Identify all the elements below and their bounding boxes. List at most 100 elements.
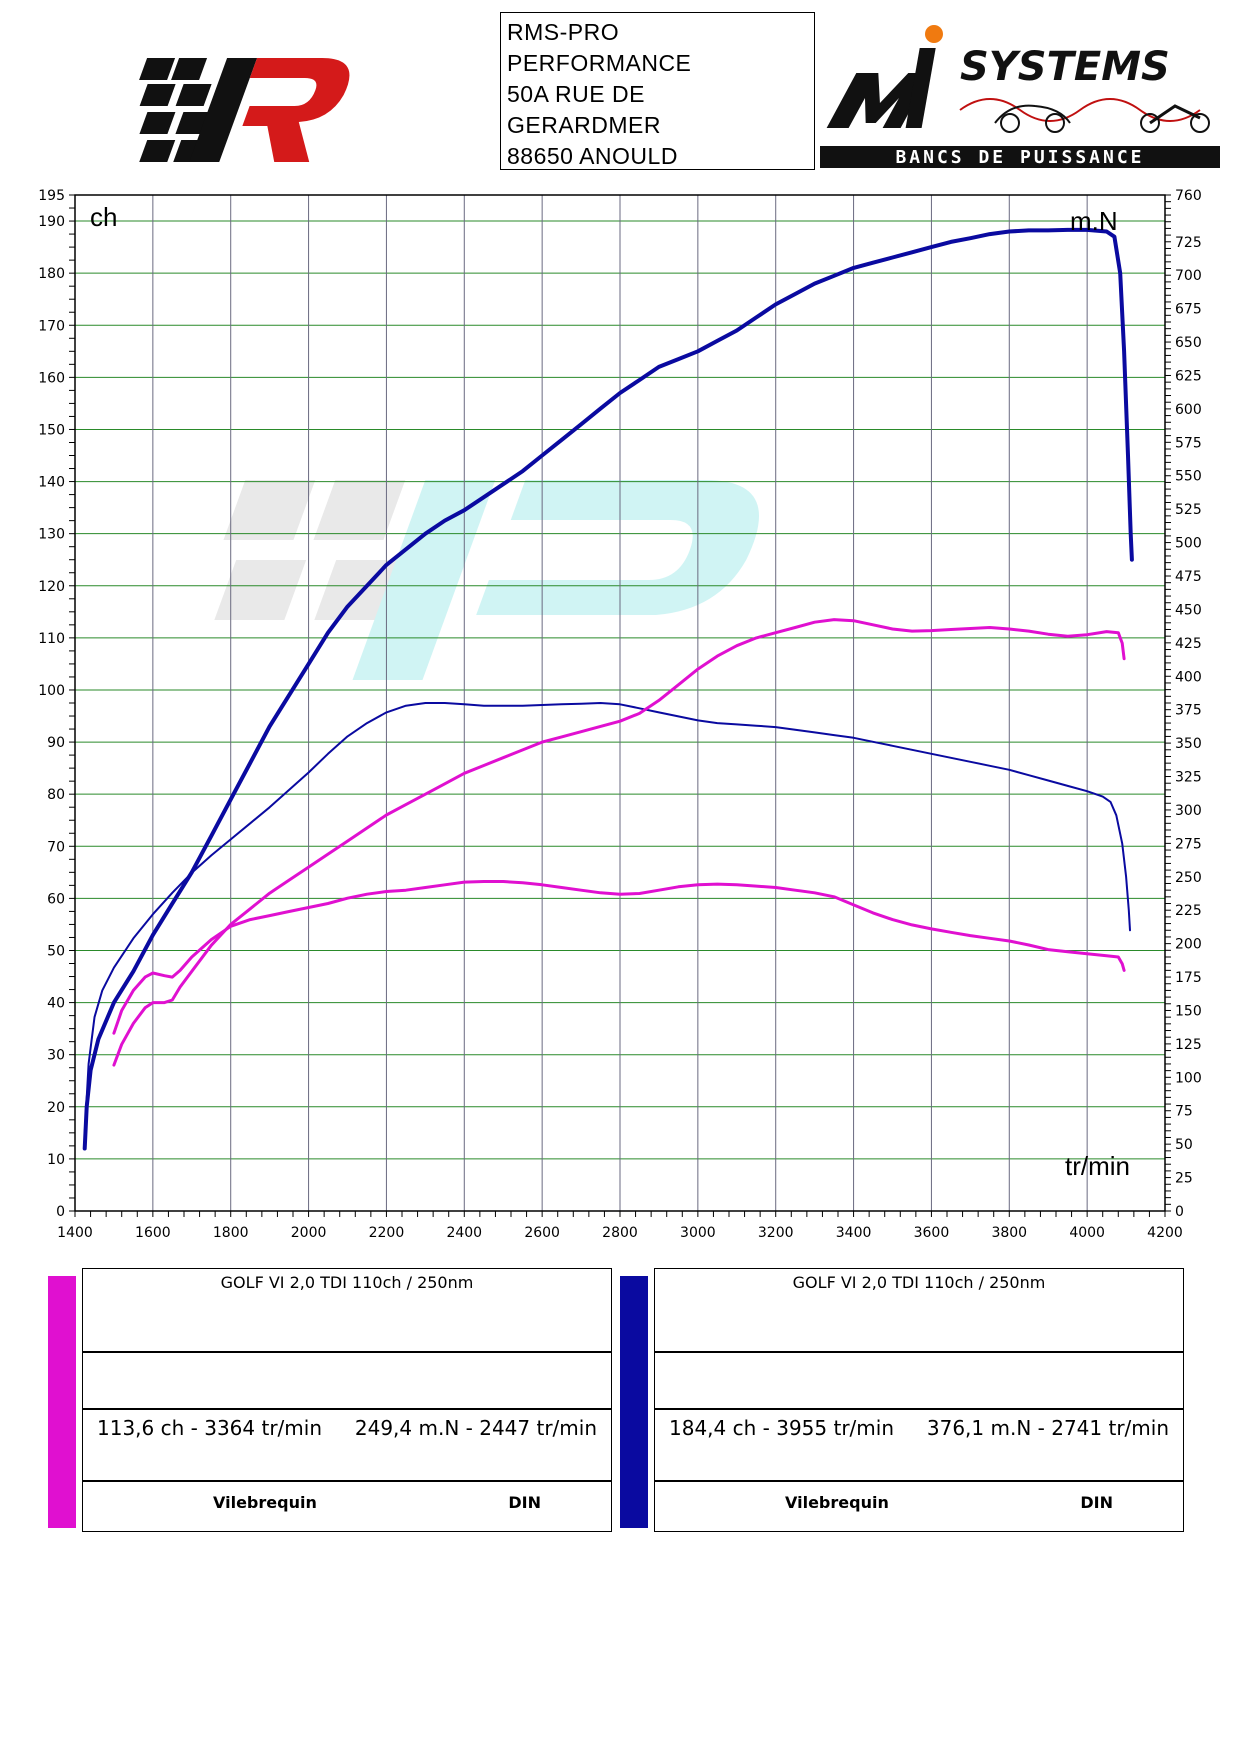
y-right-tick-label: 250 — [1175, 870, 1202, 886]
y-right-tick-label: 425 — [1175, 636, 1202, 652]
address-line: 88650 ANOULD — [507, 143, 678, 169]
x-tick-label: 2000 — [291, 1225, 327, 1241]
y-right-tick-label: 450 — [1175, 602, 1202, 618]
y-right-tick-label: 550 — [1175, 469, 1202, 485]
x-tick-label: 2400 — [446, 1225, 482, 1241]
legend-peak-torque: 376,1 m.N - 2741 tr/min — [926, 1416, 1169, 1440]
y-right-tick-label: 650 — [1175, 335, 1202, 351]
y-left-tick-label: 120 — [38, 579, 65, 595]
x-tick-label: 2200 — [369, 1225, 405, 1241]
y-right-tick-label: 600 — [1175, 402, 1202, 418]
y-right-tick-label: 725 — [1175, 235, 1202, 251]
x-tick-label: 2800 — [602, 1225, 638, 1241]
logo-bancs-text: BANCS DE PUISSANCE — [895, 147, 1144, 168]
y-right-tick-label: 350 — [1175, 736, 1202, 752]
legend-run-2: GOLF VI 2,0 TDI 110ch / 250nm 184,4 ch -… — [620, 1268, 1188, 1532]
y-right-tick-label: 375 — [1175, 703, 1202, 719]
legend-mode-din: DIN — [1080, 1493, 1113, 1512]
mi-systems-logo: SYSTEMS BANCS DE PUISSANCE — [820, 25, 1220, 168]
x-tick-label: 3400 — [836, 1225, 872, 1241]
y-left-tick-label: 150 — [38, 422, 65, 438]
legend-mode-vilebrequin: Vilebrequin — [785, 1493, 889, 1512]
y-left-tick-label: 180 — [38, 266, 65, 282]
y-left-tick-label: 100 — [38, 683, 65, 699]
y-right-tick-label: 300 — [1175, 803, 1202, 819]
y-left-tick-label: 30 — [47, 1048, 65, 1064]
legend-row — [655, 1353, 1183, 1410]
legend-row — [655, 1410, 1183, 1482]
y-right-tick-label: 275 — [1175, 836, 1202, 852]
y-right-tick-label: 575 — [1175, 435, 1202, 451]
x-tick-label: 3200 — [758, 1225, 794, 1241]
dyno-chart: 1400 1600 1800 2000 2200 2400 2600 2800 3000 3200… — [38, 188, 1201, 1241]
y-left-tick-label: 110 — [38, 631, 65, 647]
y-left-tick-label: 130 — [38, 527, 65, 543]
y-left-tick-label: 160 — [38, 370, 65, 386]
legend-swatch — [48, 1276, 76, 1528]
legend-row — [83, 1269, 611, 1353]
x-tick-label: 1800 — [213, 1225, 249, 1241]
y-right-tick-label: 125 — [1175, 1037, 1202, 1053]
dealer-address: RMS-PRO PERFORMANCE 50A RUE DE GERARDMER… — [500, 12, 815, 170]
legend-row — [83, 1353, 611, 1410]
y-right-axis-label: m.N — [1070, 206, 1118, 236]
y-right-tick-label: 400 — [1175, 669, 1202, 685]
y-right-tick-label: 500 — [1175, 536, 1202, 552]
legend-title: GOLF VI 2,0 TDI 110ch / 250nm — [792, 1273, 1046, 1292]
y-left-tick-label: 40 — [47, 996, 65, 1012]
y-left-tick-label: 195 — [38, 188, 65, 204]
legend-panel: GOLF VI 2,0 TDI 110ch / 250nm 113,6 ch -… — [82, 1268, 612, 1532]
chart-axes: 1400 1600 1800 2000 2200 2400 2600 2800 3000 3200… — [38, 188, 1201, 1241]
y-right-tick-label: 200 — [1175, 937, 1202, 953]
legend-row — [655, 1269, 1183, 1353]
y-left-tick-label: 70 — [47, 839, 65, 855]
x-tick-label: 1600 — [135, 1225, 171, 1241]
address-line: 50A RUE DE — [507, 81, 645, 107]
legend-run-1: GOLF VI 2,0 TDI 110ch / 250nm 113,6 ch -… — [48, 1268, 616, 1532]
y-left-tick-label: 0 — [56, 1204, 65, 1220]
watermark-logo — [214, 480, 760, 680]
x-tick-label: 4200 — [1147, 1225, 1183, 1241]
series-line-4 — [112, 880, 1126, 1035]
legend-panel: GOLF VI 2,0 TDI 110ch / 250nm 184,4 ch -… — [654, 1268, 1184, 1532]
x-axis-label: tr/min — [1065, 1151, 1130, 1181]
legend-swatch — [620, 1276, 648, 1528]
y-right-tick-label: 25 — [1175, 1171, 1193, 1187]
x-tick-label: 1400 — [57, 1225, 93, 1241]
series-line-2 — [83, 702, 1131, 1135]
chart-series — [82, 227, 1134, 1151]
y-right-tick-label: 525 — [1175, 502, 1202, 518]
y-left-tick-label: 20 — [47, 1100, 65, 1116]
legend-peak-power: 113,6 ch - 3364 tr/min — [97, 1416, 322, 1440]
y-right-tick-label: 700 — [1175, 268, 1202, 284]
y-left-tick-label: 80 — [47, 787, 65, 803]
y-right-tick-label: 100 — [1175, 1070, 1202, 1086]
y-right-tick-label: 760 — [1175, 188, 1202, 204]
address-line: RMS-PRO — [507, 19, 620, 45]
series-line-3 — [112, 618, 1126, 1067]
y-right-tick-label: 175 — [1175, 970, 1202, 986]
legend-mode-din: DIN — [508, 1493, 541, 1512]
x-tick-label: 3800 — [991, 1225, 1027, 1241]
address-line: PERFORMANCE — [507, 50, 692, 76]
y-right-tick-label: 150 — [1175, 1003, 1202, 1019]
y-left-tick-label: 170 — [38, 318, 65, 334]
legend-peak-power: 184,4 ch - 3955 tr/min — [669, 1416, 894, 1440]
y-left-tick-label: 140 — [38, 475, 65, 491]
y-right-tick-label: 0 — [1175, 1204, 1184, 1220]
chart-grid — [75, 195, 1165, 1211]
y-right-tick-label: 325 — [1175, 770, 1202, 786]
legend-title: GOLF VI 2,0 TDI 110ch / 250nm — [220, 1273, 474, 1292]
y-right-tick-label: 75 — [1175, 1104, 1193, 1120]
y-left-tick-label: 90 — [47, 735, 65, 751]
address-line: GERARDMER — [507, 112, 662, 138]
y-right-tick-label: 625 — [1175, 368, 1202, 384]
y-left-tick-label: 50 — [47, 943, 65, 959]
legend-peak-torque: 249,4 m.N - 2447 tr/min — [354, 1416, 597, 1440]
x-tick-label: 4000 — [1069, 1225, 1105, 1241]
y-right-tick-label: 225 — [1175, 903, 1202, 919]
legend-mode-vilebrequin: Vilebrequin — [213, 1493, 317, 1512]
x-tick-label: 3000 — [680, 1225, 716, 1241]
y-left-tick-label: 60 — [47, 891, 65, 907]
y-right-tick-label: 475 — [1175, 569, 1202, 585]
